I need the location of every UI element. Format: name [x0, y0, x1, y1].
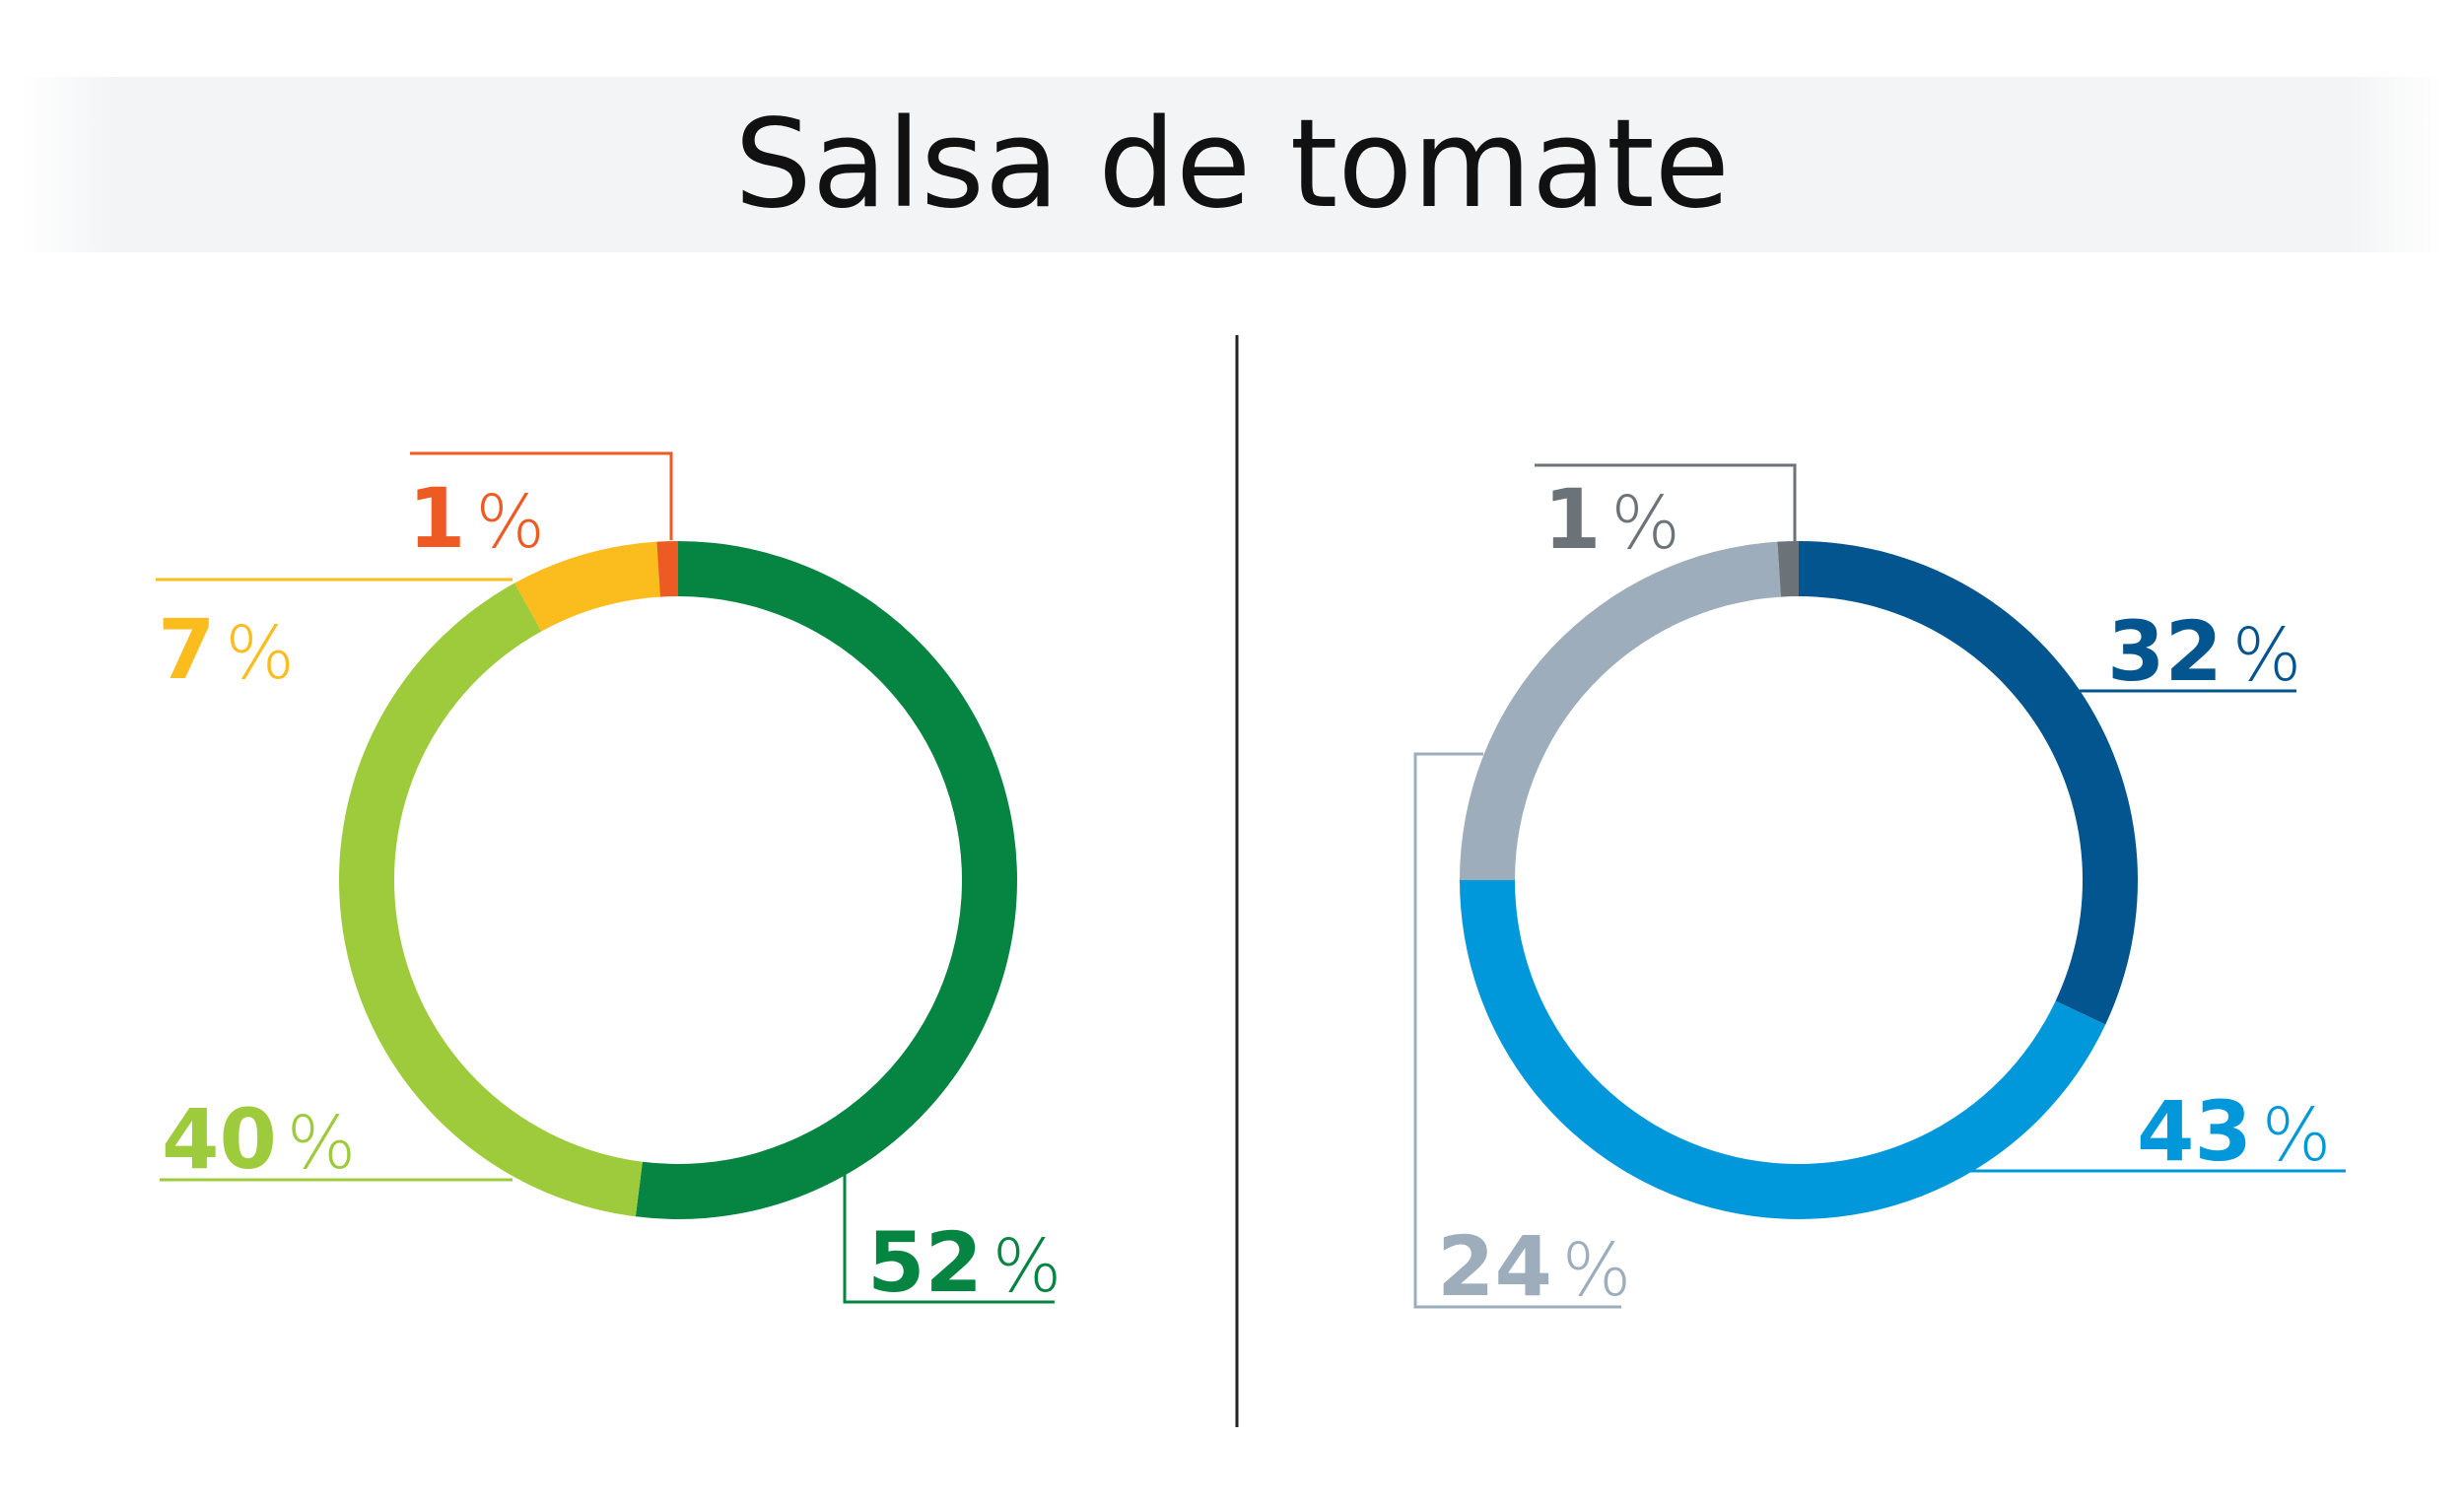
donut1-value-label-40: 40%	[162, 1091, 356, 1188]
donut2-value-label-1: 1%	[1543, 471, 1680, 568]
donut1-value-label-1: 1%	[408, 470, 545, 567]
donut1-leader-line-52	[843, 1168, 1055, 1304]
donut1-value-label-52: 52%	[867, 1214, 1061, 1311]
donut1-slice-7	[514, 541, 660, 632]
donut2-slice-43	[1460, 880, 2106, 1219]
donut1-slice-52	[635, 541, 1017, 1219]
donut1-slice-40	[338, 582, 643, 1217]
donut2-leader-line-1	[1535, 463, 1797, 552]
donut2-slice-1	[1777, 541, 1799, 597]
donut2-slice-24	[1460, 541, 1781, 880]
donut2-slice-32	[1799, 541, 2138, 1025]
title-band	[20, 77, 2444, 252]
donut2-value-label-32: 32%	[2107, 603, 2301, 700]
donut1-slice-1	[656, 541, 678, 597]
chart-title: Salsa de tomate	[734, 94, 1730, 236]
donut1-leader-line-1	[410, 451, 673, 540]
donut2-value-label-43: 43%	[2137, 1083, 2331, 1180]
donut2-leader-line-24	[1413, 752, 1621, 1309]
donut1-value-label-7: 7%	[158, 601, 295, 698]
donut2-value-label-24: 24%	[1437, 1218, 1631, 1315]
